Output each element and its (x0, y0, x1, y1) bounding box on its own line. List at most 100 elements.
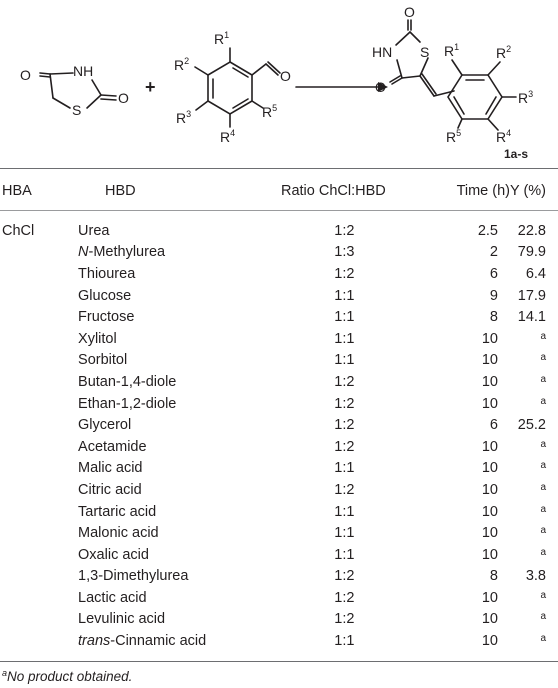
cell-hbd: 1,3-Dimethylurea (60, 566, 261, 588)
cell-hbd-name: Xylitol (78, 330, 117, 347)
reactant2-r1-label: R1 (214, 30, 229, 47)
cell-time: 8 (489, 568, 498, 585)
cell-yield: a (510, 371, 558, 393)
cell-ratio: 1:2 (334, 589, 355, 606)
cell-ratio: 1:1 (334, 352, 355, 369)
cell-hba (0, 544, 60, 566)
table-row: Malic acid 1:1 10 a (0, 458, 558, 480)
cell-hbd-name: Glycerol (78, 417, 132, 434)
cell-hba (0, 371, 60, 393)
cell-yield: 6.4 (525, 265, 546, 282)
cell-ratio: 1:1 (334, 633, 355, 650)
cell-hba (0, 263, 60, 285)
reactant1-nh-label: NH (73, 63, 93, 79)
cell-ratio: 1:1 (334, 287, 355, 304)
cell-yield: a (510, 609, 558, 631)
cell-yield-note: a (540, 395, 546, 407)
table-top-rule (0, 168, 558, 169)
cell-yield: 17.9 (517, 287, 546, 304)
table-header-rule (0, 210, 558, 211)
cell-yield: a (510, 630, 558, 652)
cell-yield-note: a (540, 589, 546, 601)
cell-yield: a (510, 393, 558, 415)
cell-ratio: 1:2 (334, 373, 355, 390)
arrow-head (378, 82, 388, 92)
cell-hbd-name: Citric acid (78, 481, 142, 498)
cell-yield-note: a (540, 503, 546, 515)
cell-time: 6 (489, 265, 498, 282)
cell-hbd: Acetamide (60, 436, 261, 458)
cell-ratio: 1:1 (334, 330, 355, 347)
cell-hba (0, 501, 60, 523)
cell-hbd-name: Thiourea (78, 265, 136, 282)
cell-hbd-name: Levulinic acid (78, 611, 166, 628)
cell-ratio: 1:3 (334, 244, 355, 261)
table-row: Glucose 1:1 9 17.9 (0, 285, 558, 307)
cell-hbd-name: Butan-1,4-diole (78, 373, 177, 390)
table-bottom-rule (0, 661, 558, 662)
cell-yield: 22.8 (517, 222, 546, 239)
table-row: Oxalic acid 1:1 10 a (0, 544, 558, 566)
cell-hbd-name: Tartaric acid (78, 503, 157, 520)
cell-hbd: Malic acid (60, 458, 261, 480)
product-r4-label: R4 (496, 128, 511, 145)
header-time: Time (h) (456, 183, 510, 199)
product-r3-label: R3 (518, 89, 533, 106)
table-row: Glycerol 1:2 6 25.2 (0, 414, 558, 436)
cell-hba (0, 393, 60, 415)
product-compound-label: 1a-s (504, 147, 528, 161)
cell-hbd-name: Lactic acid (78, 589, 147, 606)
table-row: Sorbitol 1:1 10 a (0, 350, 558, 372)
table-row: Levulinic acid 1:2 10 a (0, 609, 558, 631)
cell-hbd: Citric acid (60, 479, 261, 501)
reactant-thiazolidinedione (39, 72, 117, 109)
cell-yield-note: a (540, 525, 546, 537)
cell-hbd-name: -Cinnamic acid (110, 633, 207, 650)
cell-hba (0, 609, 60, 631)
footnote-text: No product obtained. (7, 669, 133, 684)
product-r5-label: R5 (446, 128, 461, 145)
table-header-row: HBA HBD Ratio ChCl:HBD Time (h) Y (%) (0, 180, 558, 214)
cell-yield-note: a (540, 352, 546, 364)
header-hba: HBA (2, 183, 32, 199)
cell-hba (0, 285, 60, 307)
cell-hbd: Tartaric acid (60, 501, 261, 523)
table-row: 1,3-Dimethylurea 1:2 8 3.8 (0, 566, 558, 588)
reaction-scheme: O NH O S + R1 R2 R3 R4 R5 O O HN S O R1 … (20, 4, 533, 161)
results-table: HBA HBD Ratio ChCl:HBD Time (h) Y (%) Ch… (0, 180, 558, 652)
table-row: Ethan-1,2-diole 1:2 10 a (0, 393, 558, 415)
cell-yield-note: a (540, 330, 546, 342)
table-row: N-Methylurea 1:3 2 79.9 (0, 242, 558, 264)
cell-hbd: Glycerol (60, 414, 261, 436)
cell-time: 10 (481, 438, 498, 455)
reactant2-r4-label: R4 (220, 128, 235, 145)
cell-hba (0, 587, 60, 609)
cell-yield: a (510, 436, 558, 458)
cell-yield: a (510, 522, 558, 544)
cell-hba: ChCl (2, 222, 35, 239)
cell-hbd: Butan-1,4-diole (60, 371, 261, 393)
cell-time: 2 (489, 244, 498, 261)
product-r1-label: R1 (444, 42, 459, 59)
cell-hbd-prefix: N (78, 244, 89, 261)
cell-ratio: 1:1 (334, 460, 355, 477)
cell-hba (0, 242, 60, 264)
cell-ratio: 1:1 (334, 503, 355, 520)
cell-yield: a (510, 479, 558, 501)
cell-ratio: 1:1 (334, 309, 355, 326)
cell-yield: 25.2 (517, 417, 546, 434)
cell-yield: a (510, 458, 558, 480)
cell-yield-note: a (540, 373, 546, 385)
product-s-label: S (420, 44, 429, 60)
cell-hbd: Lactic acid (60, 587, 261, 609)
cell-yield: 79.9 (517, 244, 546, 261)
cell-hba (0, 630, 60, 652)
cell-time: 6 (489, 417, 498, 434)
cell-time: 8 (489, 309, 498, 326)
footnote-marker: a (2, 668, 8, 678)
cell-yield: 3.8 (525, 568, 546, 585)
cell-ratio: 1:2 (334, 438, 355, 455)
cell-hbd: Thiourea (60, 263, 261, 285)
cell-yield-note: a (540, 611, 546, 623)
cell-hbd-name: Oxalic acid (78, 546, 149, 563)
